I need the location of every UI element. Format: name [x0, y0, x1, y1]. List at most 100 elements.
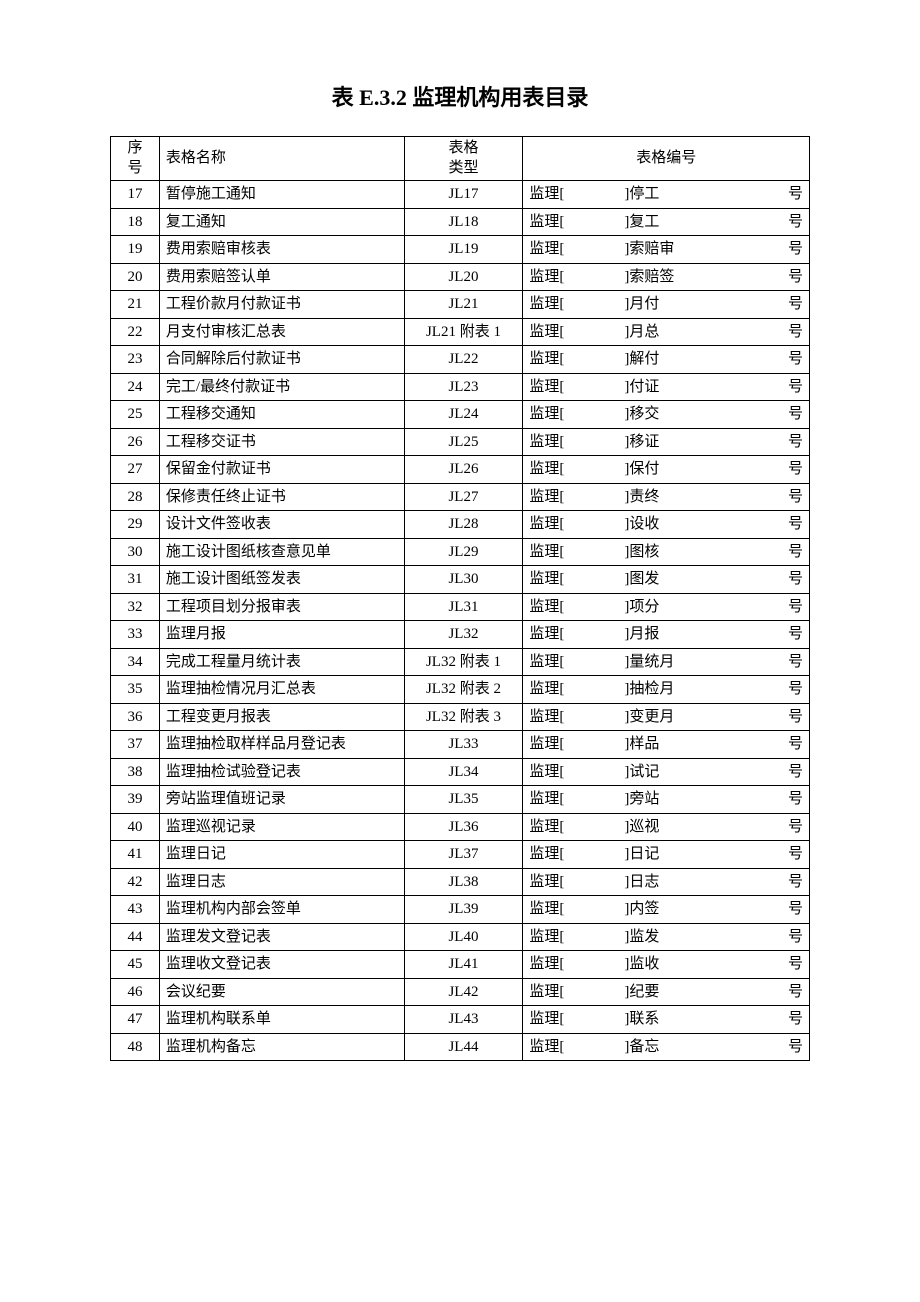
- cell-type: JL28: [404, 511, 523, 539]
- table-row: 48监理机构备忘JL44监理[]备忘号: [111, 1033, 810, 1061]
- table-row: 23合同解除后付款证书JL22监理[]解付号: [111, 346, 810, 374]
- table-row: 42监理日志JL38监理[]日志号: [111, 868, 810, 896]
- table-row: 19费用索赔审核表JL19监理[]索赔审号: [111, 236, 810, 264]
- cell-code-mid: ]变更月: [618, 703, 714, 731]
- cell-code-prefix: 监理[: [523, 236, 619, 264]
- cell-name: 监理日志: [159, 868, 404, 896]
- cell-seq: 28: [111, 483, 160, 511]
- cell-code-mid: ]日志: [618, 868, 714, 896]
- cell-code-mid: ]责终: [618, 483, 714, 511]
- cell-name: 暂停施工通知: [159, 181, 404, 209]
- cell-seq: 36: [111, 703, 160, 731]
- cell-code-prefix: 监理[: [523, 978, 619, 1006]
- cell-code-mid: ]复工: [618, 208, 714, 236]
- cell-code-prefix: 监理[: [523, 1033, 619, 1061]
- cell-code-suffix: 号: [714, 951, 810, 979]
- cell-code-suffix: 号: [714, 786, 810, 814]
- cell-name: 监理机构备忘: [159, 1033, 404, 1061]
- cell-type: JL30: [404, 566, 523, 594]
- cell-name: 工程移交通知: [159, 401, 404, 429]
- cell-type: JL31: [404, 593, 523, 621]
- cell-code-suffix: 号: [714, 456, 810, 484]
- page-title: 表 E.3.2 监理机构用表目录: [110, 80, 810, 112]
- table-row: 44监理发文登记表JL40监理[]监发号: [111, 923, 810, 951]
- cell-code-prefix: 监理[: [523, 263, 619, 291]
- cell-code-suffix: 号: [714, 483, 810, 511]
- cell-seq: 46: [111, 978, 160, 1006]
- cell-code-mid: ]解付: [618, 346, 714, 374]
- table-row: 25工程移交通知JL24监理[]移交号: [111, 401, 810, 429]
- cell-seq: 45: [111, 951, 160, 979]
- cell-name: 监理日记: [159, 841, 404, 869]
- cell-code-mid: ]索赔签: [618, 263, 714, 291]
- cell-type: JL32: [404, 621, 523, 649]
- table-row: 24完工/最终付款证书JL23监理[]付证号: [111, 373, 810, 401]
- cell-seq: 22: [111, 318, 160, 346]
- cell-type: JL27: [404, 483, 523, 511]
- table-row: 31施工设计图纸签发表JL30监理[]图发号: [111, 566, 810, 594]
- cell-code-suffix: 号: [714, 758, 810, 786]
- cell-code-prefix: 监理[: [523, 208, 619, 236]
- cell-seq: 25: [111, 401, 160, 429]
- cell-seq: 27: [111, 456, 160, 484]
- header-type: 表格类型: [404, 137, 523, 181]
- cell-seq: 19: [111, 236, 160, 264]
- cell-name: 完工/最终付款证书: [159, 373, 404, 401]
- table-row: 18复工通知JL18监理[]复工号: [111, 208, 810, 236]
- cell-code-suffix: 号: [714, 1033, 810, 1061]
- table-row: 36工程变更月报表JL32 附表 3监理[]变更月号: [111, 703, 810, 731]
- header-seq: 序号: [111, 137, 160, 181]
- cell-code-prefix: 监理[: [523, 731, 619, 759]
- cell-code-suffix: 号: [714, 923, 810, 951]
- table-row: 20费用索赔签认单JL20监理[]索赔签号: [111, 263, 810, 291]
- cell-name: 监理抽检取样样品月登记表: [159, 731, 404, 759]
- cell-type: JL18: [404, 208, 523, 236]
- cell-type: JL38: [404, 868, 523, 896]
- cell-code-suffix: 号: [714, 978, 810, 1006]
- cell-seq: 39: [111, 786, 160, 814]
- table-row: 46会议纪要JL42监理[]纪要号: [111, 978, 810, 1006]
- cell-code-mid: ]备忘: [618, 1033, 714, 1061]
- cell-code-prefix: 监理[: [523, 346, 619, 374]
- cell-name: 会议纪要: [159, 978, 404, 1006]
- cell-seq: 32: [111, 593, 160, 621]
- cell-type: JL20: [404, 263, 523, 291]
- table-row: 41监理日记JL37监理[]日记号: [111, 841, 810, 869]
- cell-name: 施工设计图纸签发表: [159, 566, 404, 594]
- cell-name: 监理巡视记录: [159, 813, 404, 841]
- cell-code-mid: ]巡视: [618, 813, 714, 841]
- cell-code-prefix: 监理[: [523, 566, 619, 594]
- cell-code-mid: ]监发: [618, 923, 714, 951]
- cell-name: 保留金付款证书: [159, 456, 404, 484]
- cell-code-prefix: 监理[: [523, 511, 619, 539]
- cell-type: JL35: [404, 786, 523, 814]
- cell-type: JL23: [404, 373, 523, 401]
- cell-code-prefix: 监理[: [523, 868, 619, 896]
- cell-code-suffix: 号: [714, 538, 810, 566]
- cell-code-prefix: 监理[: [523, 181, 619, 209]
- header-code: 表格编号: [523, 137, 810, 181]
- cell-code-prefix: 监理[: [523, 593, 619, 621]
- cell-name: 监理机构内部会签单: [159, 896, 404, 924]
- cell-code-suffix: 号: [714, 593, 810, 621]
- cell-seq: 21: [111, 291, 160, 319]
- table-row: 21工程价款月付款证书JL21监理[]月付号: [111, 291, 810, 319]
- cell-name: 完成工程量月统计表: [159, 648, 404, 676]
- table-row: 32工程项目划分报审表JL31监理[]项分号: [111, 593, 810, 621]
- cell-name: 旁站监理值班记录: [159, 786, 404, 814]
- cell-name: 监理机构联系单: [159, 1006, 404, 1034]
- cell-type: JL34: [404, 758, 523, 786]
- cell-type: JL17: [404, 181, 523, 209]
- table-row: 30施工设计图纸核查意见单JL29监理[]图核号: [111, 538, 810, 566]
- cell-name: 复工通知: [159, 208, 404, 236]
- cell-code-mid: ]项分: [618, 593, 714, 621]
- cell-code-prefix: 监理[: [523, 428, 619, 456]
- cell-code-suffix: 号: [714, 566, 810, 594]
- cell-seq: 26: [111, 428, 160, 456]
- cell-code-suffix: 号: [714, 896, 810, 924]
- cell-name: 监理抽检情况月汇总表: [159, 676, 404, 704]
- cell-seq: 41: [111, 841, 160, 869]
- table-row: 45监理收文登记表JL41监理[]监收号: [111, 951, 810, 979]
- cell-type: JL22: [404, 346, 523, 374]
- cell-code-suffix: 号: [714, 841, 810, 869]
